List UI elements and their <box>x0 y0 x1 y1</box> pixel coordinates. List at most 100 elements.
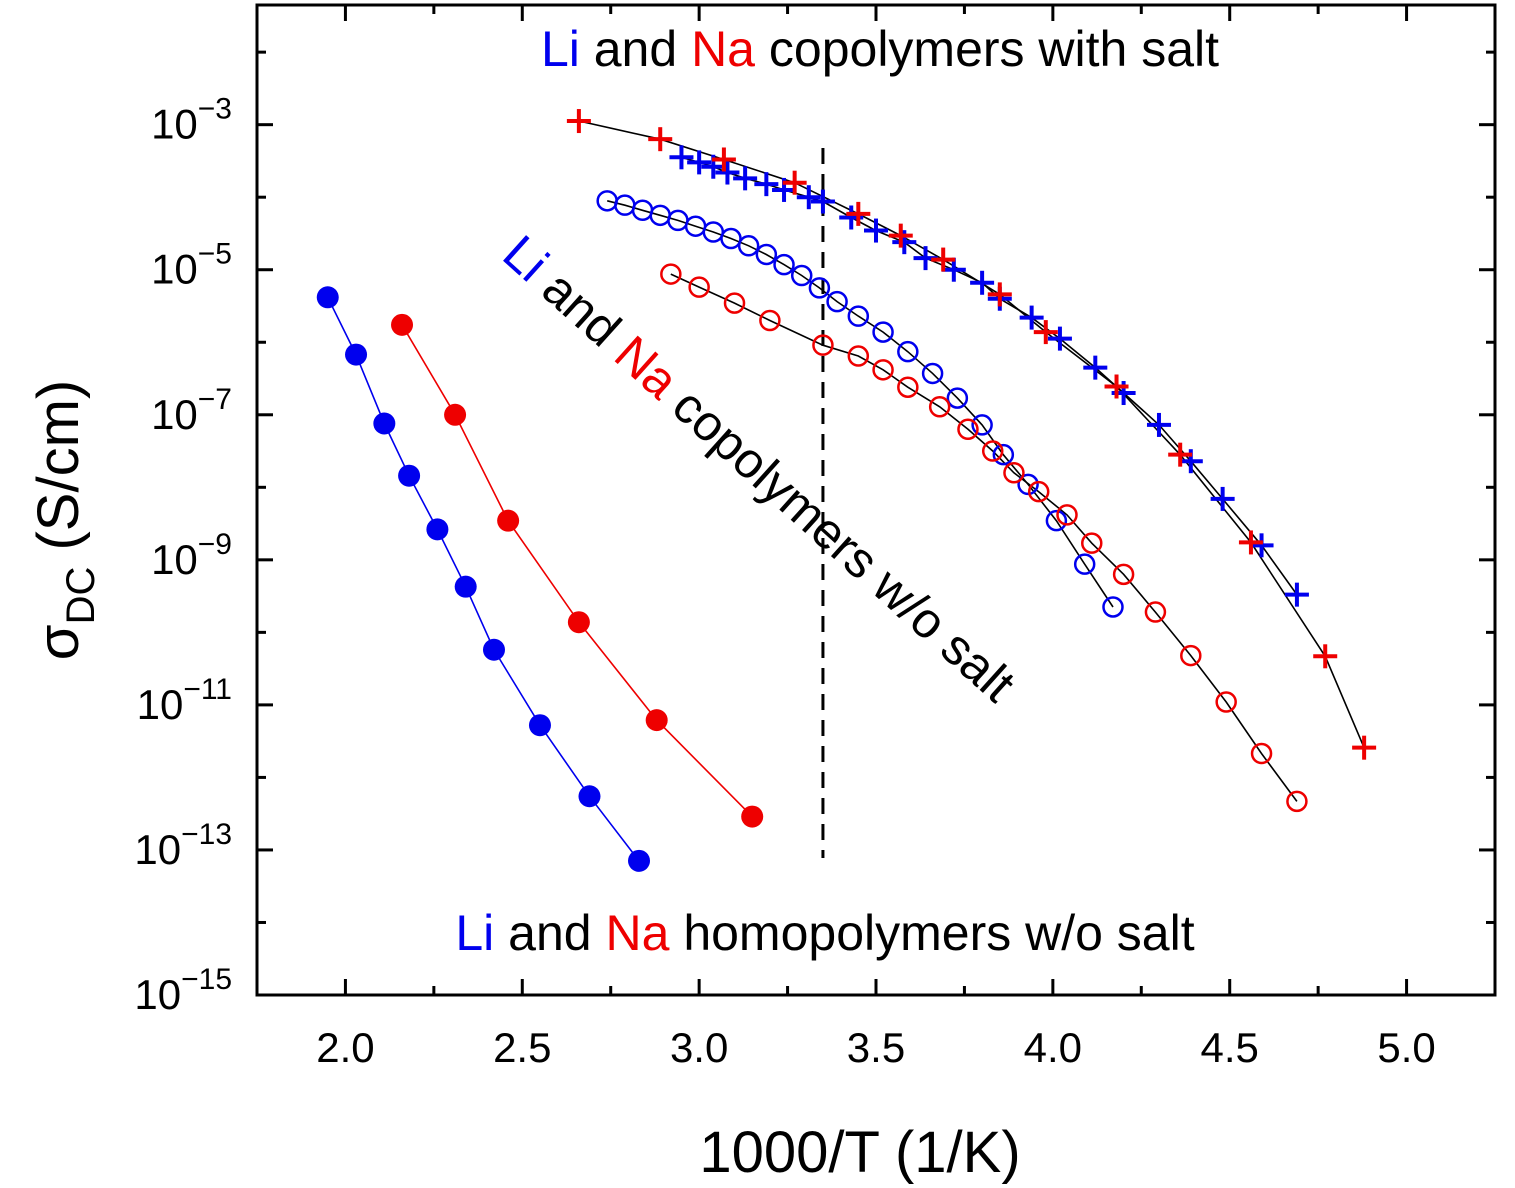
data-point-copolymer-no-salt-na <box>1112 563 1135 586</box>
data-markers <box>316 109 1377 872</box>
annotation-bottom-and: and <box>494 905 605 961</box>
annotation-top-and: and <box>580 21 691 77</box>
x-tick-label: 4.0 <box>1024 1024 1082 1071</box>
data-point-homopolymer-na <box>444 403 467 426</box>
data-point-copolymer-no-salt-na <box>872 359 894 381</box>
y-tick-label: 10−9 <box>151 528 232 583</box>
data-point-copolymer-with-salt-li <box>864 218 888 243</box>
data-point-copolymer-no-salt-na <box>660 263 682 285</box>
data-point-copolymer-no-salt-li <box>755 243 778 266</box>
data-point-copolymer-with-salt-li <box>715 160 740 185</box>
x-tick-label: 2.5 <box>493 1024 551 1071</box>
data-point-copolymer-no-salt-li <box>992 443 1015 466</box>
data-point-homopolymer-li <box>454 575 477 598</box>
data-point-homopolymer-li <box>345 343 368 366</box>
data-point-copolymer-no-salt-na <box>723 292 746 314</box>
data-point-homopolymer-li <box>426 518 449 541</box>
data-point-copolymer-no-salt-na <box>1003 462 1025 484</box>
data-point-copolymer-with-salt-na <box>1104 374 1129 399</box>
data-point-homopolymer-na <box>567 611 590 634</box>
data-point-copolymer-no-salt-li <box>1045 509 1068 532</box>
plot-frame <box>255 3 1497 997</box>
data-point-copolymer-no-salt-na <box>847 345 870 367</box>
data-point-copolymer-no-salt-li <box>897 340 919 363</box>
data-point-homopolymer-na <box>391 313 414 336</box>
fit-line-homopolymer-na <box>401 324 753 818</box>
y-tick-label: 10−7 <box>151 383 232 438</box>
data-point-copolymer-no-salt-li <box>872 321 894 343</box>
data-point-copolymer-with-salt-li <box>669 145 694 170</box>
data-point-copolymer-with-salt-li <box>970 270 995 295</box>
data-point-homopolymer-li <box>482 638 505 661</box>
data-point-copolymer-with-salt-na <box>648 127 673 152</box>
data-point-copolymer-no-salt-na <box>759 309 781 332</box>
data-point-copolymer-with-salt-li <box>687 150 712 175</box>
data-point-homopolymer-li <box>373 412 396 435</box>
data-point-copolymer-with-salt-li <box>1047 326 1072 351</box>
x-tick-label: 5.0 <box>1377 1024 1435 1071</box>
data-point-copolymer-with-salt-na <box>1033 320 1058 345</box>
fit-line-copolymer-no-salt-li <box>607 200 1114 608</box>
data-point-copolymer-with-salt-li <box>1284 582 1309 607</box>
y-tick-label: 10−3 <box>151 93 232 148</box>
data-point-copolymer-no-salt-na <box>928 396 951 418</box>
x-axis-title: 1000/T (1/K) <box>699 1120 1020 1185</box>
annotation-bottom-na: Na <box>606 905 670 961</box>
data-point-copolymer-with-salt-li <box>810 189 835 214</box>
data-point-copolymer-no-salt-li <box>790 264 813 287</box>
data-point-copolymer-no-salt-na <box>812 334 834 356</box>
data-point-homopolymer-li <box>316 286 339 309</box>
x-tick-label: 4.5 <box>1201 1024 1259 1071</box>
annotation-top-na: Na <box>691 21 755 77</box>
data-point-copolymer-no-salt-na <box>981 440 1004 462</box>
data-point-copolymer-no-salt-li <box>946 387 969 409</box>
data-point-copolymer-no-salt-na <box>1215 691 1237 713</box>
data-point-copolymer-with-salt-li <box>941 257 966 282</box>
fit-lines <box>326 120 1365 862</box>
data-point-copolymer-with-salt-na <box>711 147 736 172</box>
x-tick-label: 2.0 <box>316 1024 374 1071</box>
data-point-homopolymer-li <box>628 849 651 872</box>
data-point-copolymer-no-salt-li <box>808 277 831 299</box>
fit-line-copolymer-with-salt-li <box>681 156 1298 596</box>
data-point-copolymer-with-salt-li <box>1249 533 1274 558</box>
data-point-copolymer-no-salt-na <box>1180 644 1202 667</box>
x-tick-label: 3.0 <box>670 1024 728 1071</box>
data-point-homopolymer-na <box>645 709 668 732</box>
data-point-copolymer-no-salt-na <box>1286 790 1308 813</box>
data-point-homopolymer-na <box>741 805 764 828</box>
annotation-bottom-li: Li <box>455 905 494 961</box>
data-point-copolymer-no-salt-li <box>596 190 618 212</box>
data-point-copolymer-no-salt-na <box>1056 504 1078 526</box>
data-point-copolymer-with-salt-na <box>1238 530 1263 555</box>
data-point-copolymer-with-salt-li <box>733 166 758 191</box>
data-point-copolymer-no-salt-na <box>688 276 710 298</box>
data-point-copolymer-no-salt-li <box>720 227 742 250</box>
data-point-copolymer-with-salt-li <box>796 185 821 210</box>
data-point-copolymer-no-salt-li <box>1017 473 1039 496</box>
data-point-copolymer-no-salt-li <box>737 235 760 257</box>
data-point-copolymer-with-salt-na <box>782 170 807 195</box>
data-point-copolymer-with-salt-na <box>566 109 591 134</box>
data-point-copolymer-no-salt-na <box>1144 601 1167 623</box>
data-point-homopolymer-li <box>578 785 601 808</box>
axis-ticks <box>257 5 1495 997</box>
fit-line-copolymer-with-salt-na <box>578 120 1365 749</box>
annotation-top-rest: copolymers with salt <box>755 21 1219 77</box>
data-point-copolymer-with-salt-na <box>1168 442 1193 467</box>
data-point-copolymer-no-salt-na <box>897 376 919 398</box>
data-point-homopolymer-li <box>528 714 551 737</box>
data-point-copolymer-with-salt-li <box>1083 355 1108 380</box>
data-point-copolymer-no-salt-li <box>1073 553 1096 575</box>
data-point-copolymer-with-salt-li <box>754 172 779 197</box>
annotation-top-li: Li <box>541 21 580 77</box>
annotation-middle: Li and Na copolymers w/o salt <box>493 225 1026 713</box>
x-tick-label: 3.5 <box>847 1024 905 1071</box>
y-tick-label: 10−15 <box>134 963 232 1018</box>
data-point-copolymer-with-salt-li <box>1019 305 1044 330</box>
data-point-copolymer-with-salt-na <box>1352 735 1377 760</box>
y-axis-title: σDC (S/cm) <box>26 380 103 660</box>
data-point-copolymer-no-salt-li <box>1102 596 1124 618</box>
data-point-copolymer-no-salt-na <box>1081 532 1103 554</box>
